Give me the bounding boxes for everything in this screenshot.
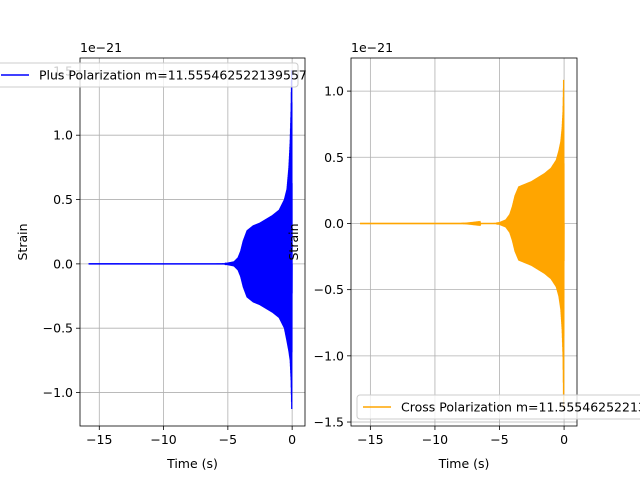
series-line	[360, 79, 565, 409]
x-tick-label: 0	[560, 432, 568, 447]
x-axis-label: Time (s)	[166, 456, 218, 471]
legend-label: Cross Polarization m=11.555462522139557	[401, 400, 640, 415]
y-tick-label: −0.5	[43, 321, 73, 336]
legend-box	[0, 62, 299, 88]
y-axis-label: Strain	[15, 223, 30, 260]
x-tick-label: −15	[86, 432, 112, 447]
y-tick-label: 0.0	[324, 216, 344, 231]
series-line	[88, 70, 293, 410]
legend: Plus Polarization m=11.555462522139557	[0, 62, 307, 88]
x-tick-label: −10	[422, 432, 448, 447]
x-tick-label: −15	[357, 432, 383, 447]
y-tick-label: −0.5	[314, 282, 344, 297]
x-axis-label: Time (s)	[438, 456, 490, 471]
y-tick-label: 0.0	[53, 256, 73, 271]
y-tick-label: 1.0	[324, 84, 344, 99]
legend-box	[356, 394, 640, 420]
y-offset-label: 1e−21	[351, 40, 393, 55]
y-tick-label: 1.0	[53, 128, 73, 143]
x-tick-label: −5	[490, 432, 508, 447]
x-tick-label: 0	[288, 432, 296, 447]
legend-label: Plus Polarization m=11.555462522139557	[39, 68, 307, 83]
x-tick-label: −5	[219, 432, 237, 447]
chart-panel-2: −15 −10 −5 0 −1.5 −1.0 −0.5 0.0 0.5 1.0 1e−21 Time …	[286, 40, 640, 471]
x-tick-label: −10	[150, 432, 176, 447]
y-tick-label: −1.0	[314, 348, 344, 363]
y-tick-label: −1.5	[314, 415, 344, 430]
y-tick-label: 0.5	[53, 192, 73, 207]
y-axis-label: Strain	[286, 223, 301, 260]
axes-frame	[350, 57, 578, 427]
axes-frame	[79, 57, 306, 427]
legend: Cross Polarization m=11.555462522139557	[356, 394, 640, 420]
y-tick-label: −1.0	[43, 385, 73, 400]
y-tick-label: 0.5	[324, 150, 344, 165]
y-offset-label: 1e−21	[80, 40, 122, 55]
